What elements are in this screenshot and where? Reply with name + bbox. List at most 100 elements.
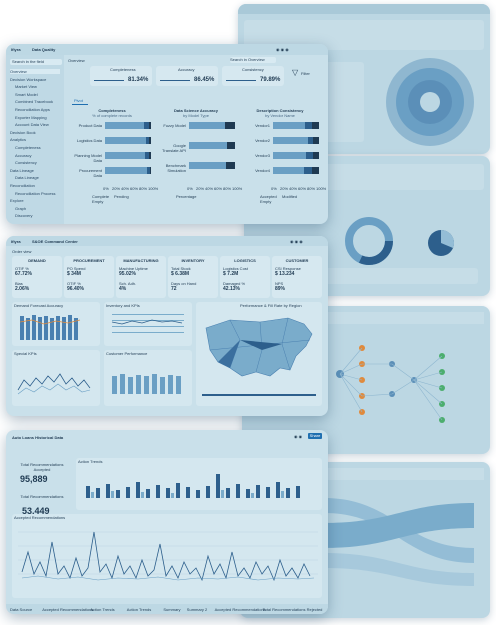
sheet-tab[interactable]: Action Trends: [126, 607, 152, 612]
sidebar-item[interactable]: Reconciliation Process: [15, 190, 56, 196]
bar-segment[interactable]: [144, 122, 149, 129]
chart-title: Inventory and KPIs: [106, 303, 140, 308]
chart-title: Data Science Accuracy: [174, 108, 218, 113]
sidebar-item[interactable]: Analytics: [10, 137, 27, 143]
sidebar-item[interactable]: Smart Model: [15, 91, 38, 97]
chart-title: Action Trends: [78, 459, 103, 464]
bar-segment[interactable]: [148, 137, 151, 144]
bar-segment[interactable]: [147, 167, 150, 174]
bar-segment[interactable]: [312, 152, 319, 159]
bar-segment[interactable]: [189, 142, 227, 149]
sidebar-item[interactable]: Reconciliation Apps: [15, 107, 50, 112]
sidebar-item[interactable]: Completeness: [15, 145, 41, 150]
bar-segment[interactable]: [149, 167, 151, 174]
tab-pivot[interactable]: Pivot: [74, 98, 83, 103]
header-icons[interactable]: ◉ ◉: [294, 434, 303, 439]
axis-tick: 100%: [316, 186, 327, 191]
chart-title: Description Consistency: [256, 108, 304, 113]
bar-segment[interactable]: [148, 122, 151, 129]
kpi-accuracy[interactable]: Accuracy 86.45%: [156, 66, 218, 86]
kpi-underline: [160, 80, 190, 81]
kpi-completeness[interactable]: Completeness 81.34%: [90, 66, 152, 86]
sidebar-item[interactable]: Discovery: [15, 213, 33, 219]
sidebar-item[interactable]: Data Lineage: [10, 167, 34, 173]
sidebar-item[interactable]: Exporter Mapping: [15, 114, 47, 120]
sidebar-search[interactable]: Search in the field: [10, 59, 62, 65]
axis-tick: 0%: [271, 186, 277, 191]
bar-segment[interactable]: [224, 122, 235, 129]
filter-icon[interactable]: ▽: [292, 68, 299, 77]
bar-segment[interactable]: [105, 152, 146, 159]
bar-segment[interactable]: [146, 137, 149, 144]
sheet-tab[interactable]: Data Source: [10, 607, 33, 612]
sheet-tab[interactable]: Summary: [163, 607, 181, 612]
bar-segment[interactable]: [306, 152, 313, 159]
sidebar-item[interactable]: Account Data View: [15, 122, 49, 128]
sheet-tab[interactable]: Summary 2: [186, 607, 208, 612]
sidebar-item[interactable]: Data Lineage: [15, 175, 39, 181]
bar-segment[interactable]: [226, 142, 235, 149]
map-slider[interactable]: [202, 394, 316, 396]
kpi-column-demand[interactable]: DEMAND OTIF % 67.72% Bias 2.06%: [12, 256, 62, 298]
bar-segment[interactable]: [273, 167, 305, 174]
metric-label: Sch. Adh.: [119, 281, 137, 286]
bar-segment[interactable]: [305, 122, 313, 129]
bar-segment[interactable]: [307, 137, 314, 144]
sidebar-item[interactable]: Decision Book: [10, 129, 36, 135]
bar-segment[interactable]: [145, 152, 149, 159]
sidebar-item[interactable]: Explore: [10, 198, 24, 204]
sheet-tab[interactable]: Accepted Recommendations: [214, 607, 266, 612]
legend-item: Empty: [92, 199, 104, 204]
header-icons[interactable]: ◉ ◉ ◉: [290, 239, 303, 244]
bar-segment[interactable]: [312, 122, 319, 129]
bar-segment[interactable]: [311, 167, 319, 174]
bar-segment[interactable]: [273, 122, 306, 129]
bar-segment[interactable]: [105, 137, 147, 144]
sidebar-item[interactable]: Graph: [15, 205, 27, 211]
sheet-tab[interactable]: Action Trends: [90, 607, 115, 612]
sidebar-item[interactable]: Decision Workspace: [10, 76, 47, 82]
search-input[interactable]: Search in Overview: [230, 57, 276, 63]
axis-tick: 20%: [112, 186, 121, 191]
kpi-column: Total Recommendations Accepted 95,889 To…: [12, 450, 72, 516]
chart-row-label: Benchmark Simulation: [165, 163, 186, 173]
bar-segment[interactable]: [189, 122, 225, 129]
auto-loans-window: Auto Loans Historical Data ◉ ◉ Share Tot…: [6, 430, 328, 614]
header-icons[interactable]: ◉ ◉ ◉: [276, 47, 289, 52]
bar-segment[interactable]: [189, 162, 226, 169]
sidebar-item[interactable]: Accuracy: [15, 152, 32, 158]
metric-value: 95.02%: [119, 271, 136, 277]
sidebar-item[interactable]: Overview: [10, 69, 60, 74]
sidebar-item[interactable]: Consistency: [15, 160, 37, 166]
column-header: MANUFACTURING: [123, 258, 159, 263]
legend-item: Modified: [282, 194, 298, 199]
kpi-column-logistics[interactable]: LOGISTICS Logistics Cost $ 7.2M Damaged % 42…: [220, 256, 270, 298]
sidebar-item[interactable]: Combined Tracebook: [15, 99, 54, 105]
soe-command-center-window: Ifiyra S&OE Command Center ◉ ◉ ◉ Order v…: [6, 236, 328, 416]
kpi-column-manufacturing[interactable]: MANUFACTURING Machine Uptime 95.02% Sch. Ad…: [116, 256, 166, 298]
kpi-consistency[interactable]: Consistency 79.89%: [222, 66, 284, 86]
kpi-column-procurement[interactable]: PROCUREMENT PO Spend $ 34M OTIF % 96.40%: [64, 256, 114, 298]
bar-segment[interactable]: [273, 152, 307, 159]
page-title: Overview: [68, 58, 85, 63]
sheet-tab[interactable]: Accepted Recommendations: [42, 607, 94, 612]
bar-segment[interactable]: [273, 137, 308, 144]
bar-segment[interactable]: [225, 162, 235, 169]
sidebar-item[interactable]: Market View: [15, 84, 37, 90]
sidebar-item[interactable]: Reconciliation: [10, 183, 35, 188]
action-trends-chart: Action Trends: [76, 458, 322, 510]
bar-segment[interactable]: [105, 167, 148, 174]
bar-segment[interactable]: [148, 152, 151, 159]
chart-row-label: Vendor4: [255, 168, 270, 173]
share-button[interactable]: Share: [308, 433, 322, 439]
bar-segment[interactable]: [105, 122, 145, 129]
chart-row-label: Fuzzy Model: [163, 123, 186, 128]
bar-segment[interactable]: [313, 137, 319, 144]
sheet-tab[interactable]: Total Recommendations Rejected: [262, 607, 323, 612]
kpi-column-inventory[interactable]: INVENTORY Total Stock $ 6.38M Days on Hand 7…: [168, 256, 218, 298]
kpi-column-customer[interactable]: CUSTOMER CSI Response $ 13.234 NPS 89%: [272, 256, 322, 298]
bar-segment[interactable]: [304, 167, 312, 174]
kpi-underline: [226, 80, 256, 81]
metric-value: 4%: [119, 286, 127, 292]
metric-value: 72: [171, 286, 177, 292]
